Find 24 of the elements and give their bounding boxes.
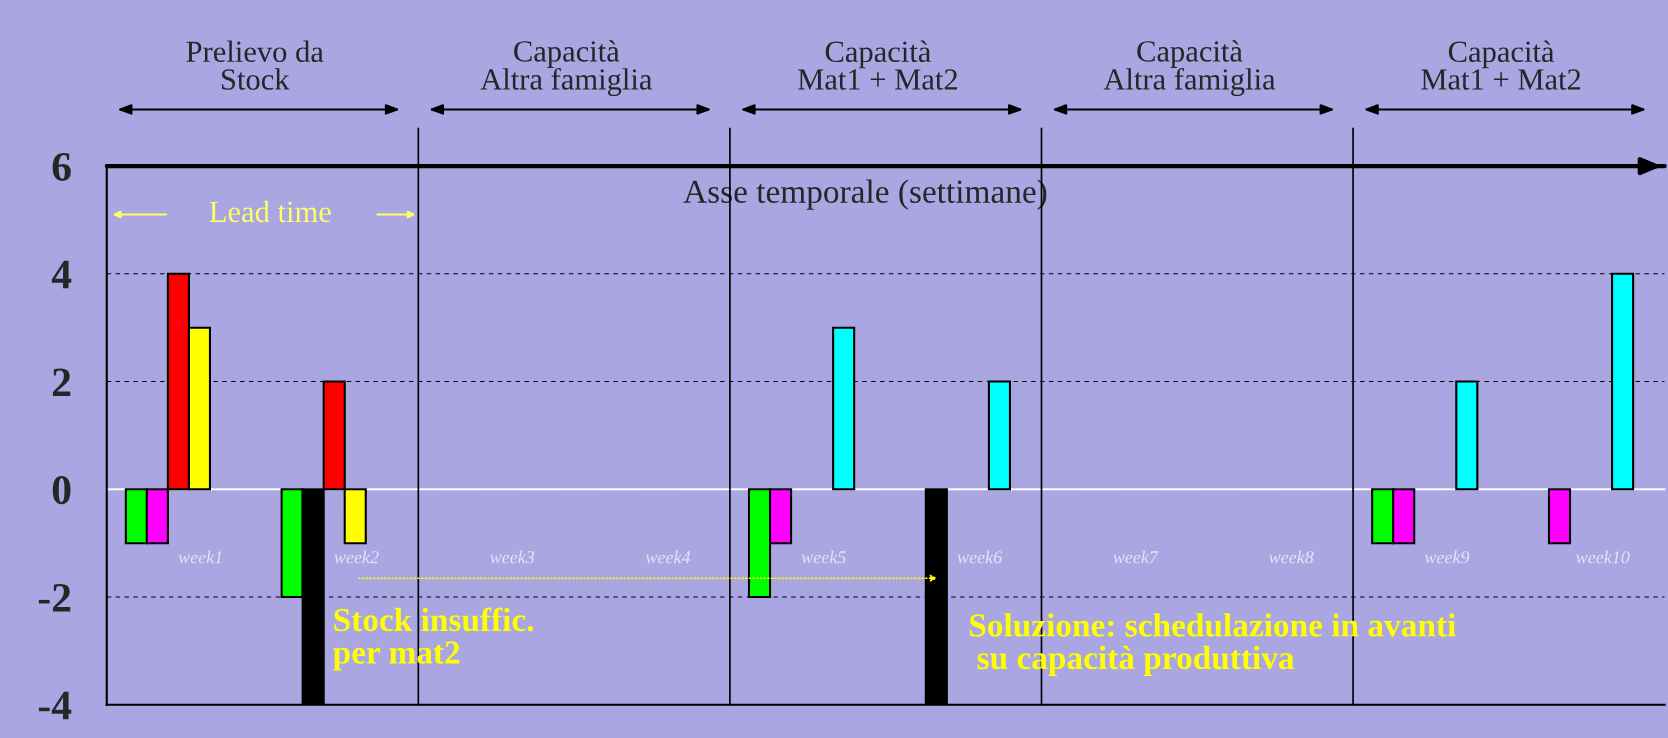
y-tick-label: 2	[52, 368, 71, 396]
x-tick-label: week1	[178, 550, 222, 564]
text: Capacità Mat1 + Mat2	[798, 40, 957, 90]
x-tick-label: week5	[801, 550, 846, 564]
x-tick-label: week3	[490, 550, 535, 564]
text: Prelievo da Stock	[186, 40, 324, 90]
text: Capacità Mat1 + Mat2	[1421, 40, 1581, 90]
y-tick-label: -2	[38, 583, 71, 612]
y-tick-label: 6	[52, 152, 71, 181]
y-tick-label: 4	[51, 260, 72, 289]
y-tick-label: 0	[52, 476, 71, 505]
text: Capacità Altra famiglia	[1103, 40, 1276, 97]
y-tick-label: -4	[38, 691, 72, 720]
annotation: Lead time	[209, 200, 331, 223]
bar	[1547, 488, 1572, 545]
x-tick-label: week10	[1576, 550, 1630, 564]
x-tick-label: week8	[1269, 550, 1314, 564]
x-tick-label: week9	[1424, 550, 1470, 564]
x-tick-label: week6	[957, 550, 1003, 564]
bar	[1611, 272, 1635, 491]
x-tick-label: week2	[334, 550, 379, 564]
text: Capacità Altra famiglia	[480, 40, 653, 97]
x-tick-label: week7	[1113, 550, 1159, 564]
x-tick-label: week4	[645, 550, 691, 564]
